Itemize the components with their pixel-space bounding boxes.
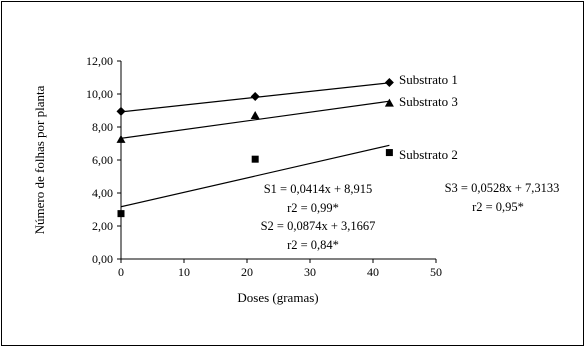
r2-s1: r2 = 0,99* [287,201,339,215]
trendline-series-2 [120,144,390,208]
y-tick-label: 0,00 [92,252,113,266]
y-tick-label: 8,00 [92,120,113,134]
x-tick-label: 30 [304,265,316,279]
data-points [116,77,394,218]
x-tick-label: 0 [118,265,124,279]
y-tick-label: 2,00 [92,219,113,233]
y-tick-label: 10,00 [86,87,113,101]
y-tick-label: 4,00 [92,186,113,200]
x-axis-label: Doses (gramas) [237,290,318,305]
ticks: 0 10 20 30 40 50 0,00 2,00 4,00 6,00 8,00 10,00 12,0… [86,54,442,279]
data-point-series-2 [385,149,393,157]
x-tick-label: 40 [367,265,379,279]
x-tick-label: 10 [178,265,190,279]
series-label-substrato-3: Substrato 3 [399,94,458,109]
y-tick-label: 12,00 [86,54,113,68]
data-point-series-1 [250,91,260,101]
labels: Doses (gramas) Número de folhas por plan… [32,72,559,305]
y-axis-label: Número de folhas por planta [32,85,47,234]
data-point-series-3 [384,98,394,107]
series-label-substrato-2: Substrato 2 [399,147,458,162]
equation-s1: S1 = 0,0414x + 8,915 [264,182,373,196]
series-label-substrato-1: Substrato 1 [399,72,458,87]
data-point-series-3 [116,134,126,143]
data-point-series-2 [251,155,259,163]
data-point-series-1 [116,106,126,116]
r2-s2: r2 = 0,84* [287,238,339,252]
x-tick-label: 50 [430,265,442,279]
trendline-series-3 [120,100,390,139]
data-point-series-1 [384,77,394,87]
x-tick-label: 20 [241,265,253,279]
data-point-series-2 [117,210,125,218]
y-tick-label: 6,00 [92,153,113,167]
data-point-series-3 [250,110,260,119]
equation-s3: S3 = 0,0528x + 7,3133 [445,181,560,195]
equation-s2: S2 = 0,0874x + 3,1667 [261,219,376,233]
r2-s3: r2 = 0,95* [472,200,524,214]
